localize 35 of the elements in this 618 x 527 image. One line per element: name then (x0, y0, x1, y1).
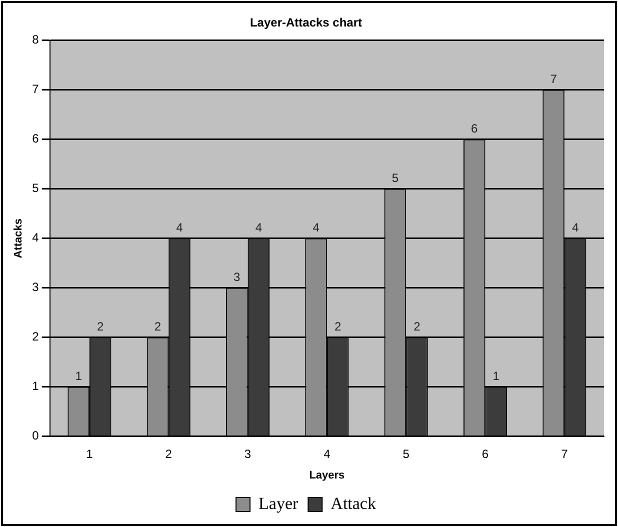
data-label: 2 (96, 320, 104, 334)
data-label: 6 (471, 122, 478, 136)
data-label: 2 (334, 320, 342, 334)
legend-label: Layer (258, 494, 298, 513)
data-label: 2 (414, 320, 421, 334)
y-tick-label: 3 (32, 280, 40, 294)
y-tick-label: 5 (32, 181, 40, 196)
data-label: 5 (392, 171, 399, 186)
y-tick-label: 6 (32, 132, 40, 146)
data-label: 4 (312, 220, 320, 235)
legend-label: Attack (330, 494, 376, 513)
chart-title: Layer-Attacks chart (250, 16, 362, 30)
y-tick-label: 0 (32, 428, 40, 443)
data-label: 7 (550, 72, 558, 86)
x-tick-label: 5 (402, 446, 410, 461)
data-label: 1 (492, 369, 500, 384)
x-axis-title: Layers (309, 469, 345, 482)
data-label: 4 (572, 220, 579, 235)
data-label: 1 (75, 369, 82, 384)
x-tick-label: 1 (86, 446, 94, 461)
data-label: 4 (255, 220, 262, 235)
x-tick-label: 7 (561, 446, 568, 461)
y-tick-label: 8 (32, 32, 40, 47)
y-tick-label: 4 (32, 230, 40, 245)
y-tick-label: 7 (32, 82, 40, 96)
x-tick-label: 4 (324, 446, 331, 461)
data-label: 3 (234, 270, 241, 284)
x-tick-label: 3 (244, 446, 252, 461)
x-tick-label: 2 (165, 446, 172, 461)
y-tick-label: 1 (32, 379, 40, 394)
x-tick-label: 6 (482, 446, 489, 461)
y-axis-title: Attacks (12, 218, 25, 258)
data-label: 4 (176, 220, 184, 235)
y-tick-label: 2 (32, 330, 40, 344)
data-label: 2 (154, 320, 162, 334)
